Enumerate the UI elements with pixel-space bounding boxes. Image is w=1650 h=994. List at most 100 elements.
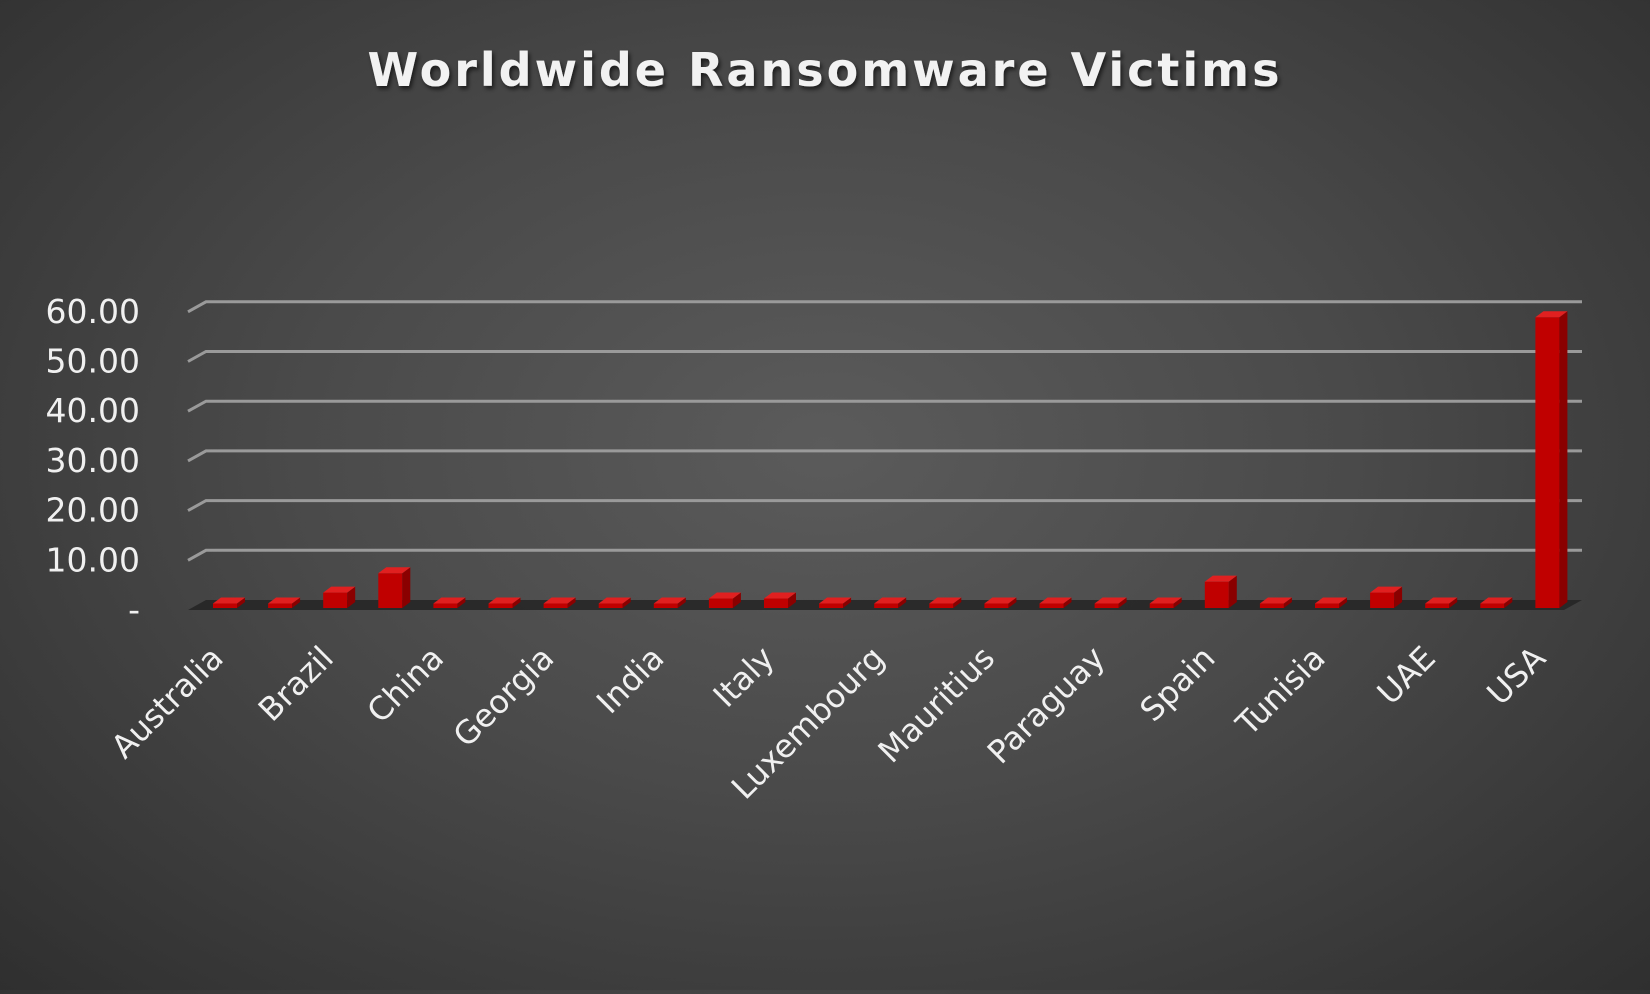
bar-side	[1449, 597, 1458, 608]
bar-top	[1094, 597, 1127, 604]
bar-front	[764, 598, 788, 608]
bar-top	[874, 597, 907, 604]
bar-side	[402, 567, 411, 608]
bar-side	[1228, 575, 1237, 608]
bar-side	[677, 597, 686, 608]
bar-front	[1535, 317, 1560, 608]
bar-front	[543, 603, 568, 608]
bar-side	[512, 597, 521, 608]
bar-top	[1535, 311, 1568, 318]
bar-front	[653, 603, 678, 608]
bar-top	[708, 592, 741, 599]
bar-front	[598, 603, 623, 608]
bar-front	[488, 603, 513, 608]
bar-side	[237, 597, 245, 608]
bar-front	[984, 603, 1009, 608]
y-tick-label: 60.00	[46, 292, 140, 331]
bar-front	[378, 573, 403, 608]
x-category-label: Tunisia	[1228, 639, 1333, 744]
y-tick-label: 20.00	[46, 491, 140, 530]
x-category-label: Spain	[1132, 639, 1222, 729]
bar	[1370, 586, 1403, 608]
x-category-label: Mauritius	[871, 639, 1002, 770]
bar-top	[1204, 575, 1237, 582]
bar	[598, 597, 631, 608]
bar-front	[433, 603, 458, 608]
bar-front	[708, 598, 733, 608]
gridline	[187, 350, 1582, 363]
bar	[543, 597, 576, 608]
bar	[708, 592, 741, 608]
bar-side	[1559, 311, 1568, 608]
bar-side	[567, 597, 576, 608]
bar-front	[1315, 603, 1339, 608]
y-axis-ticks: - 10.00 20.00 30.00 40.00 50.00 60.00	[46, 292, 140, 629]
bar-front	[1149, 603, 1174, 608]
gridline	[187, 300, 1582, 314]
bar	[1149, 597, 1182, 608]
bar	[984, 597, 1017, 608]
bar-front	[1259, 603, 1284, 608]
bar-side	[1118, 597, 1127, 608]
bar	[1204, 575, 1237, 608]
bar	[764, 592, 796, 608]
bar-side	[788, 592, 796, 608]
bar-top	[1425, 597, 1458, 604]
bar-top	[433, 597, 466, 604]
bar-front	[1370, 592, 1395, 608]
gridline	[187, 449, 1582, 463]
x-category-label: Brazil	[251, 639, 341, 729]
bar	[213, 597, 245, 608]
bar-front	[1204, 581, 1229, 608]
bar-top	[984, 597, 1017, 604]
bar-front	[323, 592, 348, 608]
bar	[378, 567, 411, 608]
bar-side	[953, 597, 962, 608]
y-tick-label: 10.00	[46, 540, 140, 579]
bar-top	[543, 597, 576, 604]
bar-side	[1339, 597, 1347, 608]
bar-front	[268, 603, 293, 608]
x-category-label: USA	[1479, 639, 1553, 713]
bar-side	[622, 597, 631, 608]
bar	[929, 597, 962, 608]
bar-side	[292, 597, 301, 608]
bar-front	[1094, 603, 1119, 608]
bar-side	[1008, 597, 1017, 608]
gridline	[187, 399, 1582, 413]
bar-side	[898, 597, 907, 608]
bar-top	[378, 567, 411, 574]
bar	[1535, 311, 1568, 608]
bar	[819, 597, 852, 608]
bar	[1094, 597, 1127, 608]
bar-side	[1504, 597, 1513, 608]
bar-top	[653, 597, 686, 604]
x-category-label: Georgia	[446, 639, 562, 755]
bar	[1480, 597, 1513, 608]
bar-front	[1480, 603, 1505, 608]
bar	[323, 586, 356, 608]
x-category-label: UAE	[1370, 639, 1443, 712]
bar-side	[732, 592, 741, 608]
bar-side	[1173, 597, 1182, 608]
bar-top	[1480, 597, 1513, 604]
bar	[268, 597, 301, 608]
bar	[1315, 597, 1347, 608]
bar-top	[323, 586, 356, 593]
bar-front	[874, 603, 899, 608]
gridlines	[187, 300, 1582, 562]
bar-side	[1063, 597, 1072, 608]
bar-side	[1283, 597, 1292, 608]
bar-top	[819, 597, 852, 604]
chart-title: Worldwide Ransomware Victims	[368, 43, 1283, 97]
bar-top	[1039, 597, 1072, 604]
x-category-label: Australia	[104, 639, 231, 766]
bar-top	[929, 597, 962, 604]
bar-top	[764, 592, 796, 599]
bar-front	[1039, 603, 1064, 608]
y-tick-label: -	[128, 590, 140, 629]
x-category-label: Paraguay	[980, 639, 1112, 771]
y-tick-label: 50.00	[46, 342, 140, 381]
bar-side	[457, 597, 466, 608]
